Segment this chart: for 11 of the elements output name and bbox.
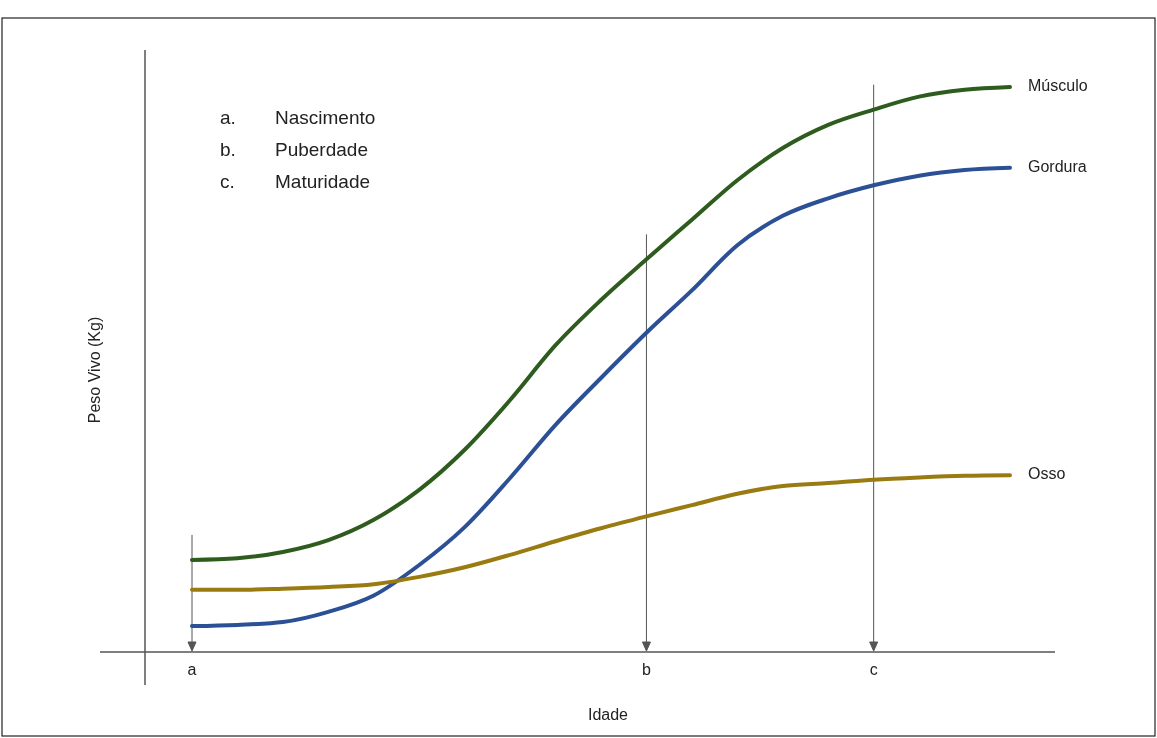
y-axis-title: Peso Vivo (Kg) <box>86 316 103 424</box>
x-tick-label: b <box>641 661 651 678</box>
text: c. Maturidade <box>220 171 371 192</box>
x-axis-title: Idade <box>587 706 629 723</box>
text: b. Puberdade <box>220 139 368 160</box>
series-label: Osso <box>1028 465 1066 483</box>
x-tick-label: c <box>869 661 878 678</box>
text: a. Nascimento <box>220 107 376 128</box>
series-label: Músculo <box>1028 77 1088 94</box>
x-tick-label: a <box>187 661 197 678</box>
series-label: Gordura <box>1028 157 1087 175</box>
